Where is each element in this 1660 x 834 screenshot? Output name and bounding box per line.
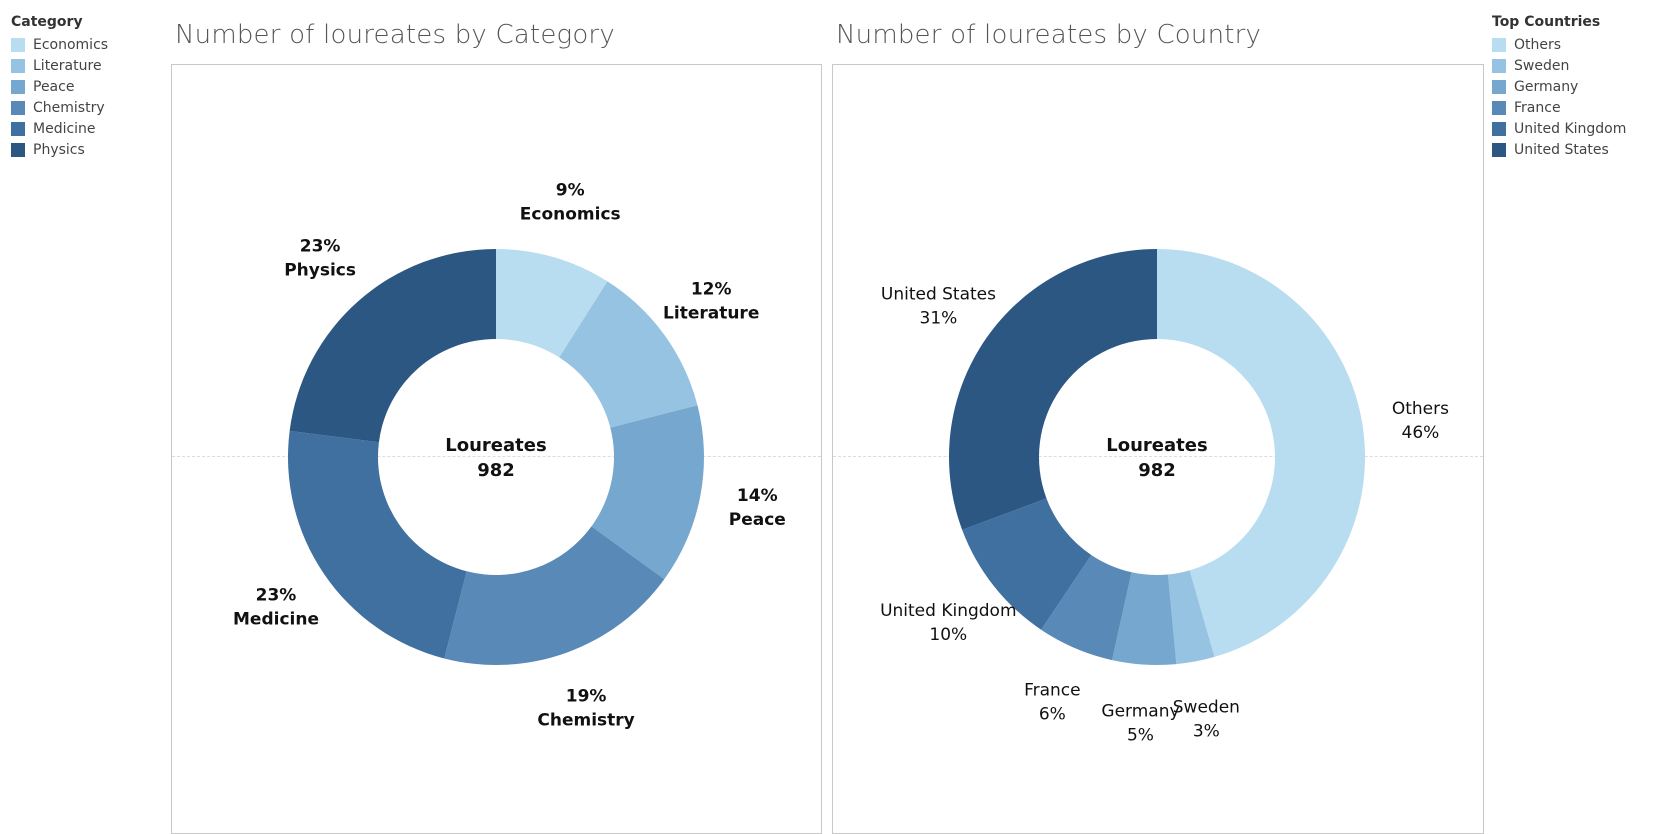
country-legend-title: Top Countries bbox=[1492, 14, 1601, 30]
legend-label: Economics bbox=[33, 36, 109, 53]
country-slice-label: United States 31% bbox=[881, 284, 996, 328]
category-legend-item[interactable]: Chemistry bbox=[11, 97, 108, 118]
legend-swatch bbox=[1492, 100, 1506, 115]
legend-swatch bbox=[1492, 79, 1506, 94]
slice-label-line: Sweden bbox=[1173, 697, 1240, 717]
slice-label-line: 3% bbox=[1193, 721, 1220, 741]
slice-label-line: Germany bbox=[1101, 701, 1179, 721]
legend-swatch bbox=[1492, 58, 1506, 73]
country-legend-item[interactable]: United States bbox=[1492, 139, 1626, 160]
country-center-label: Loureates bbox=[1106, 435, 1207, 456]
slice-label-line: 5% bbox=[1127, 725, 1154, 745]
slice-label-line: United Kingdom bbox=[880, 601, 1016, 621]
country-slice-germany[interactable] bbox=[1112, 572, 1177, 666]
country-donut: Others 46% Sweden 3% Germany 5% France 6% United… bbox=[880, 249, 1449, 745]
legend-swatch bbox=[1492, 37, 1506, 52]
legend-label: Medicine bbox=[33, 120, 96, 137]
country-legend-item[interactable]: Others bbox=[1492, 34, 1626, 55]
category-legend-item[interactable]: Economics bbox=[11, 34, 108, 55]
country-slice-label: Others 46% bbox=[1392, 399, 1449, 443]
slice-label-line: Chemistry bbox=[537, 710, 634, 730]
legend-label: United Kingdom bbox=[1514, 120, 1627, 137]
category-legend-item[interactable]: Peace bbox=[11, 76, 108, 97]
category-slice-label: 9% Economics bbox=[520, 181, 621, 225]
country-legend-item[interactable]: France bbox=[1492, 97, 1626, 118]
legend-label: Peace bbox=[33, 78, 75, 95]
slice-label-line: France bbox=[1024, 681, 1081, 701]
slice-label-line: 46% bbox=[1402, 423, 1440, 443]
category-center-label: Loureates bbox=[445, 435, 546, 456]
category-slice-label: 19% Chemistry bbox=[537, 686, 634, 730]
legend-swatch bbox=[11, 100, 25, 115]
slice-label-line: 23% bbox=[300, 236, 341, 256]
legend-swatch bbox=[11, 79, 25, 94]
slice-label-line: 14% bbox=[737, 486, 778, 506]
legend-swatch bbox=[11, 142, 25, 157]
legend-label: Others bbox=[1514, 36, 1562, 53]
category-slice-label: 14% Peace bbox=[729, 486, 786, 530]
country-legend-item[interactable]: United Kingdom bbox=[1492, 118, 1626, 139]
country-legend: Top Countries Others Sweden Germany France U… bbox=[1492, 14, 1626, 160]
legend-label: Physics bbox=[33, 141, 85, 158]
category-slice-label: 23% Medicine bbox=[233, 586, 319, 630]
country-slice-united-kingdom[interactable] bbox=[962, 498, 1092, 630]
country-slice-united-states[interactable] bbox=[949, 249, 1157, 530]
slice-label-line: 10% bbox=[929, 625, 967, 645]
category-slice-economics[interactable] bbox=[496, 249, 608, 358]
category-donut: 9% Economics 12% Literature 14% Peace 19% Chemi… bbox=[233, 181, 786, 731]
slice-label-line: Literature bbox=[663, 304, 759, 324]
legend-label: Literature bbox=[33, 57, 102, 74]
slice-label-line: United States bbox=[881, 284, 996, 304]
legend-label: Germany bbox=[1514, 78, 1579, 95]
slice-label-line: Medicine bbox=[233, 610, 319, 630]
legend-swatch bbox=[11, 37, 25, 52]
category-legend-item[interactable]: Medicine bbox=[11, 118, 108, 139]
country-legend-item[interactable]: Sweden bbox=[1492, 55, 1626, 76]
legend-swatch bbox=[1492, 121, 1506, 136]
country-slice-label: Sweden 3% bbox=[1173, 697, 1240, 741]
country-legend-item[interactable]: Germany bbox=[1492, 76, 1626, 97]
country-slice-sweden[interactable] bbox=[1167, 570, 1215, 665]
legend-label: Chemistry bbox=[33, 99, 105, 116]
legend-swatch bbox=[11, 58, 25, 73]
category-slice-physics[interactable] bbox=[289, 249, 496, 443]
reference-line bbox=[833, 456, 1483, 457]
slice-label-line: 23% bbox=[256, 586, 297, 606]
slice-label-line: Economics bbox=[520, 205, 621, 225]
slice-label-line: 12% bbox=[691, 280, 732, 300]
legend-label: France bbox=[1514, 99, 1561, 116]
country-slice-france[interactable] bbox=[1041, 554, 1132, 661]
category-chart-title: Number of loureates by Category bbox=[175, 20, 615, 50]
category-center-value: 982 bbox=[477, 460, 515, 481]
category-legend-item[interactable]: Physics bbox=[11, 139, 108, 160]
slice-label-line: 31% bbox=[920, 308, 958, 328]
legend-label: United States bbox=[1514, 141, 1609, 158]
country-center-value: 982 bbox=[1138, 460, 1176, 481]
category-legend: Category Economics Literature Peace Chemist… bbox=[11, 14, 108, 160]
slice-label-line: 6% bbox=[1039, 705, 1066, 725]
country-slice-others[interactable] bbox=[1157, 249, 1365, 657]
category-slice-label: 12% Literature bbox=[663, 280, 759, 324]
slice-label-line: 19% bbox=[566, 686, 607, 706]
slice-label-line: Peace bbox=[729, 510, 786, 530]
category-slice-medicine[interactable] bbox=[287, 430, 467, 659]
category-legend-title: Category bbox=[11, 14, 83, 30]
category-legend-item[interactable]: Literature bbox=[11, 55, 108, 76]
slice-label-line: 9% bbox=[556, 181, 585, 201]
country-chart-title: Number of loureates by Country bbox=[836, 20, 1262, 50]
legend-label: Sweden bbox=[1514, 57, 1570, 74]
country-slice-label: United Kingdom 10% bbox=[880, 601, 1016, 645]
reference-line bbox=[172, 456, 821, 457]
category-slice-peace[interactable] bbox=[591, 405, 704, 580]
category-slice-literature[interactable] bbox=[559, 281, 698, 428]
slice-label-line: Physics bbox=[284, 260, 356, 280]
category-slice-label: 23% Physics bbox=[284, 236, 356, 280]
category-slice-chemistry[interactable] bbox=[444, 526, 665, 665]
country-slice-label: France 6% bbox=[1024, 681, 1081, 725]
legend-swatch bbox=[11, 121, 25, 136]
slice-label-line: Others bbox=[1392, 399, 1449, 419]
legend-swatch bbox=[1492, 142, 1506, 157]
country-slice-label: Germany 5% bbox=[1101, 701, 1179, 745]
